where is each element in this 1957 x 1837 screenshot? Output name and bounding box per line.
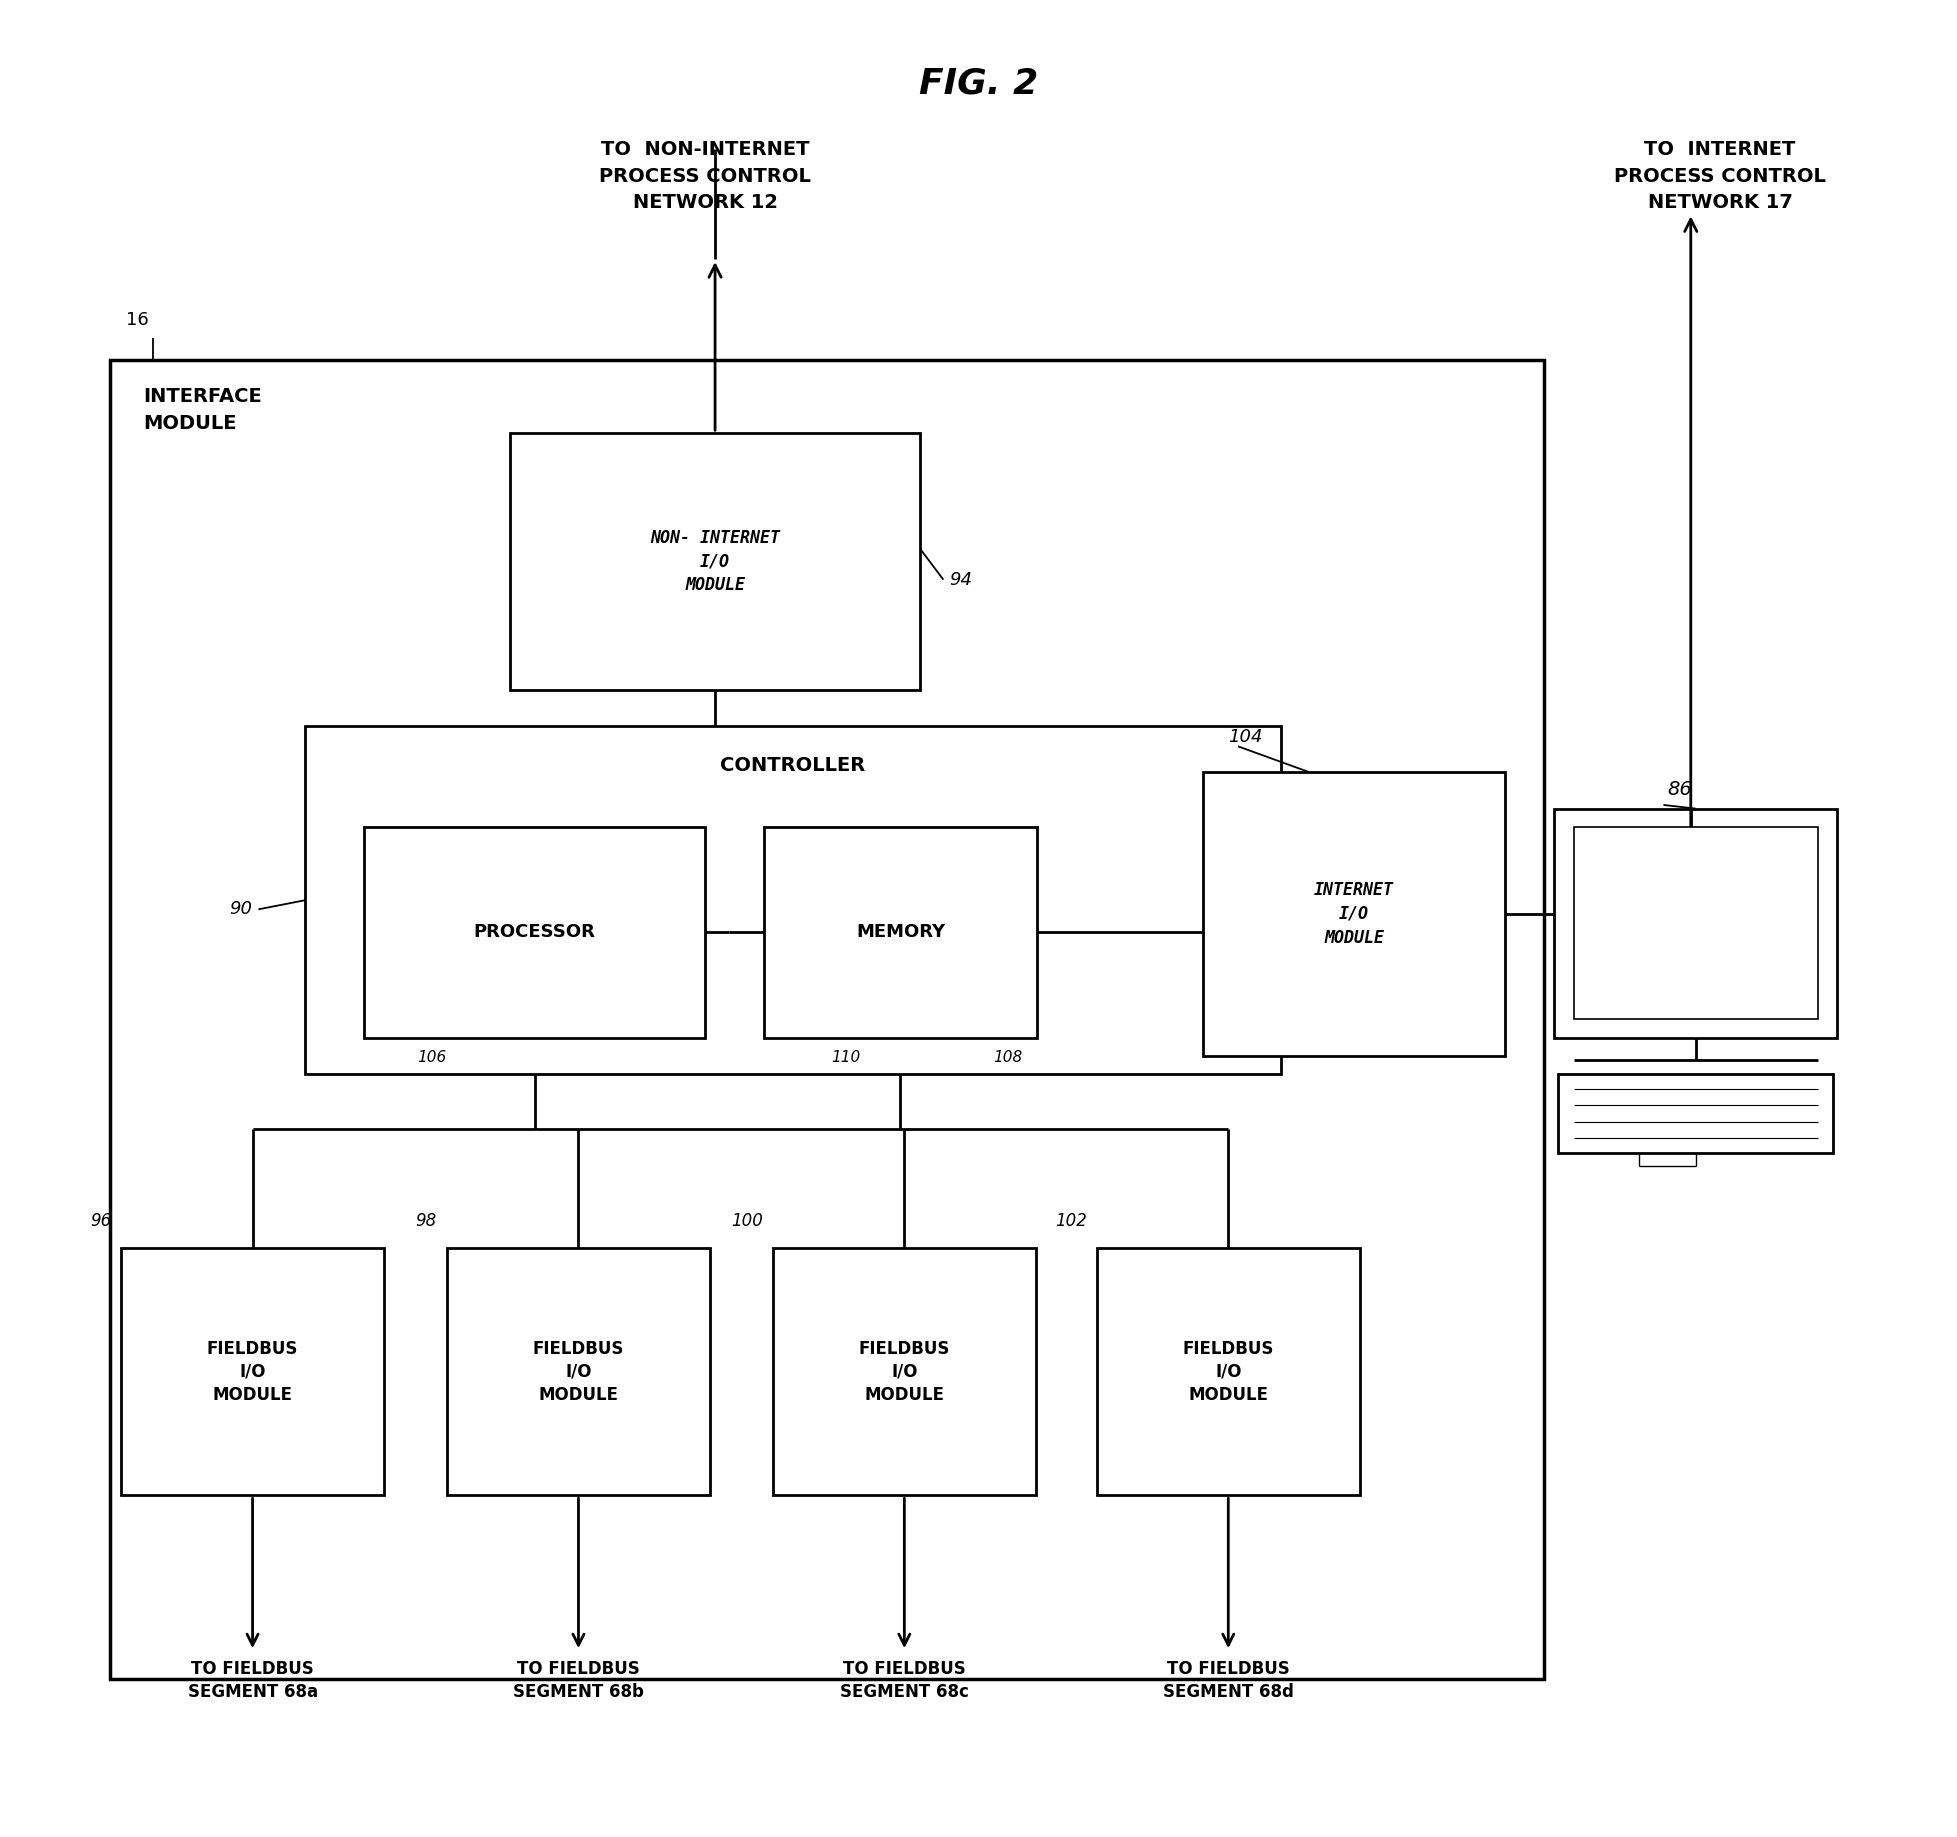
Bar [763,827,1037,1038]
Text: FIG. 2: FIG. 2 [920,66,1037,101]
Text: 94: 94 [949,571,973,588]
Text: TO FIELDBUS
SEGMENT 68d: TO FIELDBUS SEGMENT 68d [1162,1661,1294,1701]
Text: TO FIELDBUS
SEGMENT 68a: TO FIELDBUS SEGMENT 68a [188,1661,317,1701]
Text: PROCESSOR: PROCESSOR [474,924,595,941]
Bar [446,1247,710,1495]
Text: TO  INTERNET
PROCESS CONTROL
NETWORK 17: TO INTERNET PROCESS CONTROL NETWORK 17 [1615,140,1826,211]
Text: 98: 98 [415,1212,436,1229]
Bar [121,1247,384,1495]
Bar [1554,808,1838,1038]
Bar [1573,827,1818,1020]
Text: 104: 104 [1229,727,1262,746]
Text: 90: 90 [229,900,252,918]
Text: TO  NON-INTERNET
PROCESS CONTROL
NETWORK 12: TO NON-INTERNET PROCESS CONTROL NETWORK … [599,140,812,211]
Text: 100: 100 [732,1212,763,1229]
Bar [1204,772,1505,1056]
Text: TO FIELDBUS
SEGMENT 68b: TO FIELDBUS SEGMENT 68b [513,1661,644,1701]
Text: 108: 108 [992,1051,1022,1065]
Bar [511,434,920,689]
Text: NON- INTERNET
I/O
MODULE: NON- INTERNET I/O MODULE [650,529,781,593]
Text: FIELDBUS
I/O
MODULE: FIELDBUS I/O MODULE [859,1339,949,1403]
Text: CONTROLLER: CONTROLLER [720,755,865,775]
Text: 96: 96 [90,1212,112,1229]
Text: FIELDBUS
I/O
MODULE: FIELDBUS I/O MODULE [532,1339,624,1403]
Text: 106: 106 [417,1051,446,1065]
Bar [773,1247,1035,1495]
Text: 86: 86 [1667,781,1693,799]
Text: 102: 102 [1055,1212,1086,1229]
Text: FIELDBUS
I/O
MODULE: FIELDBUS I/O MODULE [207,1339,297,1403]
Text: MEMORY: MEMORY [855,924,945,941]
Bar [1558,1075,1834,1154]
Bar [110,360,1544,1679]
Bar [305,726,1282,1075]
Text: 110: 110 [832,1051,861,1065]
Text: INTERNET
I/O
MODULE: INTERNET I/O MODULE [1315,882,1393,946]
Text: TO FIELDBUS
SEGMENT 68c: TO FIELDBUS SEGMENT 68c [840,1661,969,1701]
Text: INTERFACE
MODULE: INTERFACE MODULE [143,388,262,434]
Bar [1096,1247,1360,1495]
Bar [364,827,705,1038]
Text: FIELDBUS
I/O
MODULE: FIELDBUS I/O MODULE [1182,1339,1274,1403]
Text: 16: 16 [125,310,149,329]
